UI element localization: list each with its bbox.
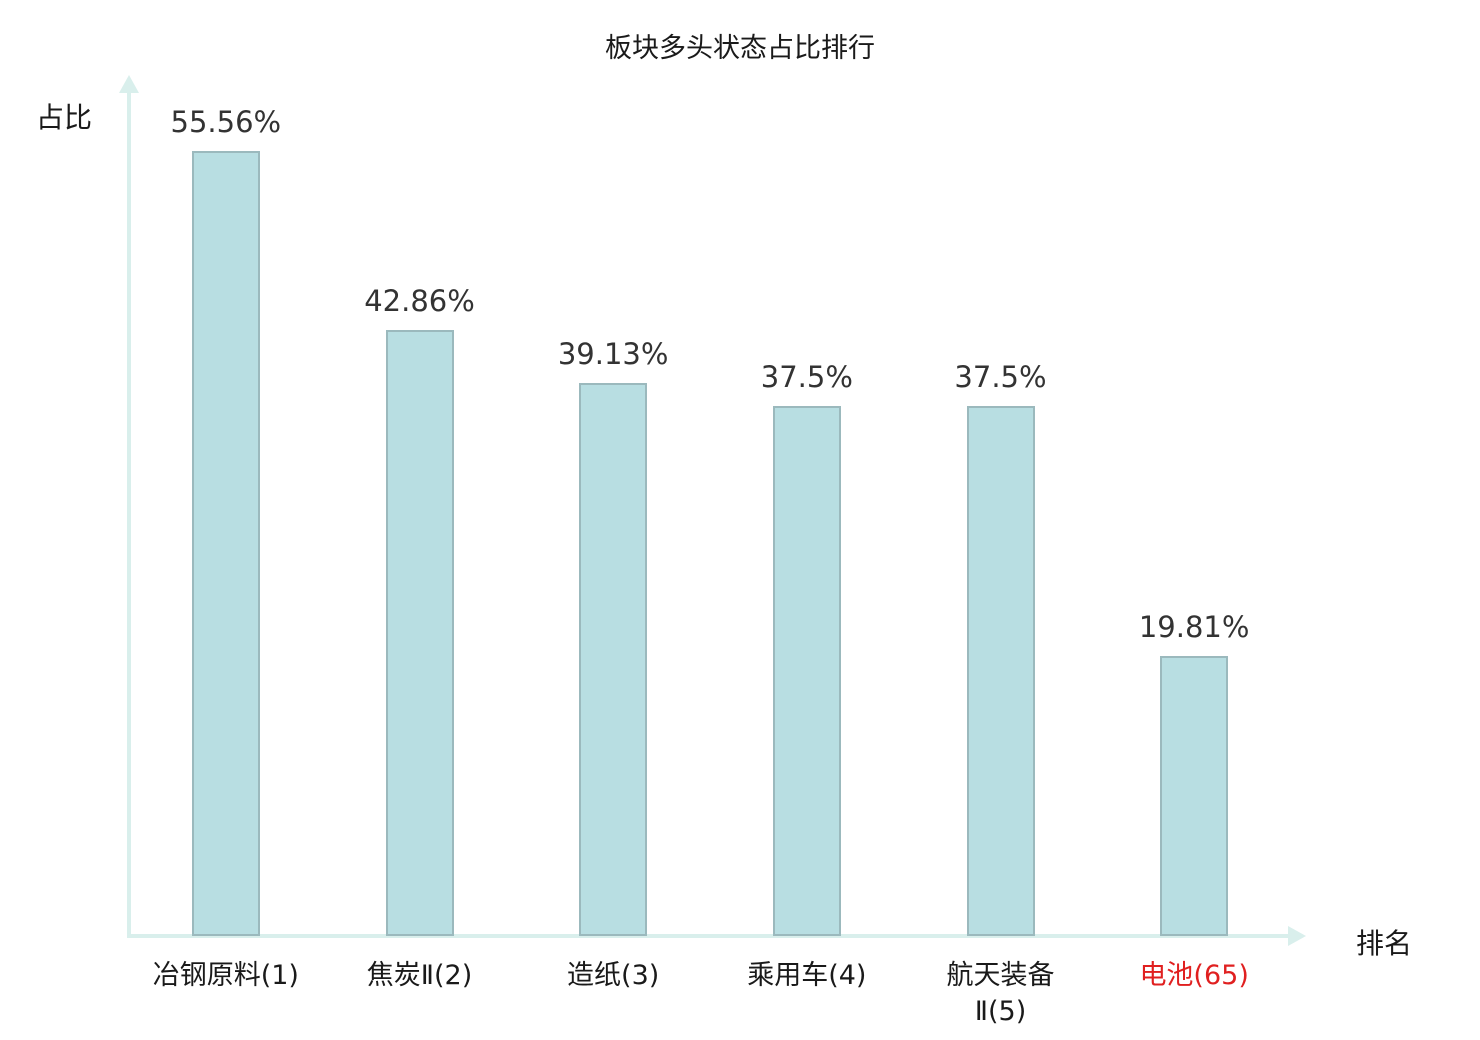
y-axis-arrow-icon [119, 75, 139, 93]
x-axis-label: 排名 [1356, 927, 1413, 960]
bar-value-label: 37.5% [954, 360, 1047, 394]
bar-value-label: 19.81% [1138, 610, 1250, 644]
bar-category-label: 电池(65) [1139, 960, 1249, 991]
y-axis-line [127, 92, 131, 936]
chart-title: 板块多头状态占比排行 [605, 33, 875, 64]
x-axis-arrow-icon [1288, 926, 1306, 946]
bar [1160, 656, 1229, 936]
bar-category-label: 焦炭Ⅱ(2) [366, 960, 473, 991]
bar [966, 406, 1035, 936]
bar-category-label: 冶钢原料(1) [152, 960, 299, 991]
bar-value-label: 37.5% [760, 360, 853, 394]
bar-category-label: 乘用车(4) [747, 960, 867, 991]
y-axis-label: 占比 [36, 101, 93, 134]
bar-category-label: 造纸(3) [567, 960, 660, 991]
bar-value-label: 42.86% [364, 284, 475, 318]
x-axis-line [127, 934, 1291, 938]
bar [772, 406, 841, 936]
bar [385, 330, 454, 936]
bar [191, 151, 260, 936]
bar-category-label: 航天装备 Ⅱ(5) [946, 960, 1055, 1028]
bar-value-label: 39.13% [557, 337, 669, 371]
bar [579, 383, 648, 936]
bar-value-label: 55.56% [170, 105, 282, 139]
